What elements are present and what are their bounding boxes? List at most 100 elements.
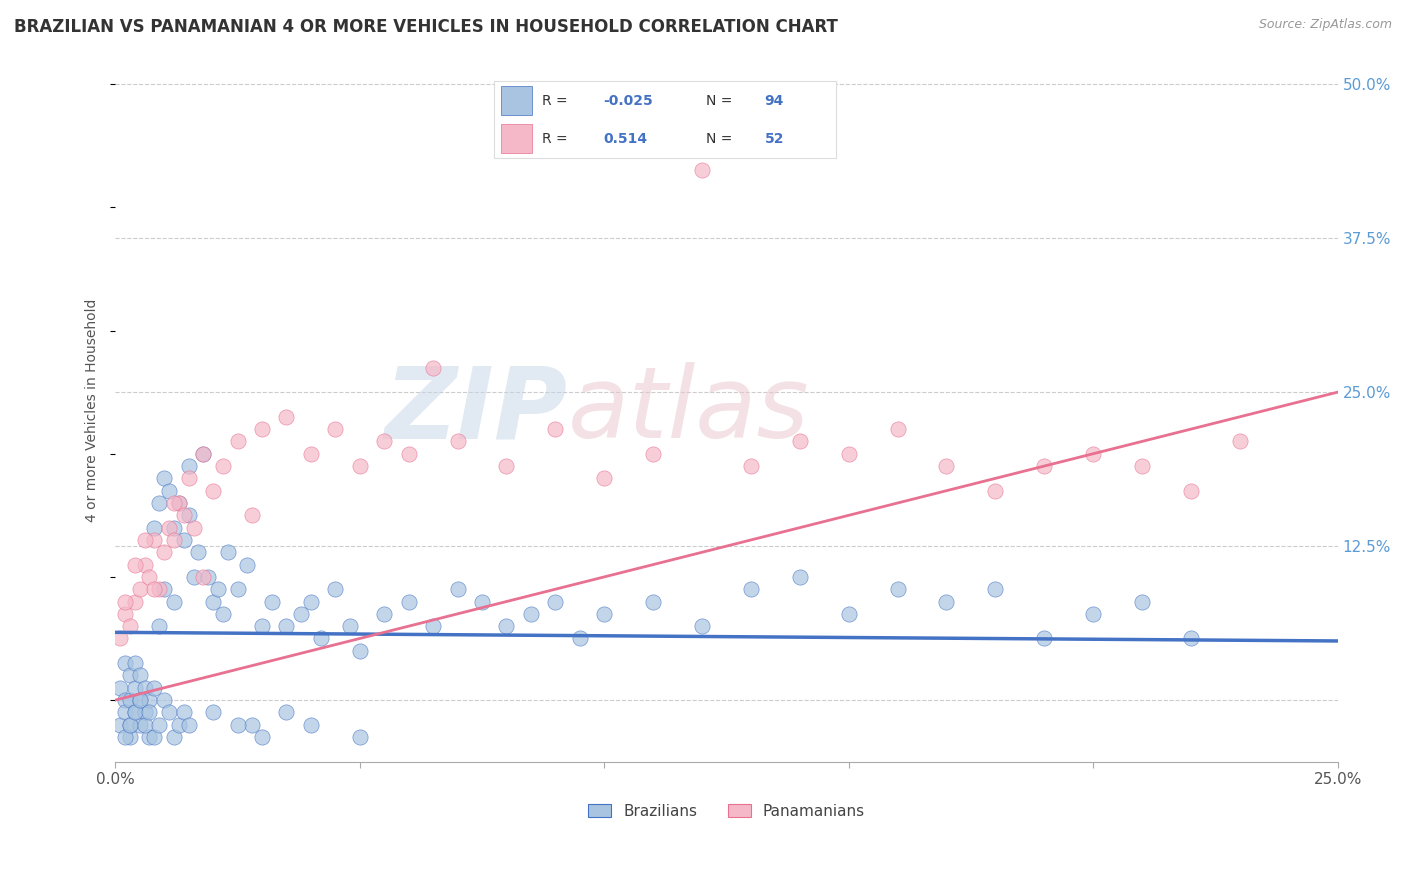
Point bbox=[323, 582, 346, 597]
Point bbox=[183, 521, 205, 535]
Point bbox=[114, 730, 136, 744]
Point bbox=[114, 706, 136, 720]
Point bbox=[134, 706, 156, 720]
Point bbox=[114, 693, 136, 707]
Point bbox=[276, 409, 298, 424]
Point bbox=[207, 582, 229, 597]
Point bbox=[118, 717, 141, 731]
Point bbox=[143, 681, 166, 695]
Point bbox=[177, 717, 200, 731]
Point bbox=[373, 434, 395, 449]
Point bbox=[128, 668, 150, 682]
Point bbox=[643, 594, 665, 608]
Point bbox=[593, 471, 616, 485]
Point bbox=[236, 558, 259, 572]
Point bbox=[124, 681, 146, 695]
Point bbox=[789, 434, 811, 449]
Point bbox=[1180, 632, 1202, 646]
Point bbox=[886, 582, 908, 597]
Point bbox=[124, 558, 146, 572]
Point bbox=[177, 471, 200, 485]
Point bbox=[157, 483, 180, 498]
Point bbox=[250, 619, 273, 633]
Point bbox=[250, 730, 273, 744]
Point bbox=[276, 619, 298, 633]
Text: ZIP: ZIP bbox=[385, 362, 568, 459]
Point bbox=[124, 594, 146, 608]
Point bbox=[398, 447, 420, 461]
Point bbox=[471, 594, 494, 608]
Point bbox=[495, 619, 517, 633]
Point bbox=[167, 717, 190, 731]
Point bbox=[446, 582, 468, 597]
Point bbox=[118, 693, 141, 707]
Point bbox=[886, 422, 908, 436]
Point bbox=[138, 693, 160, 707]
Point bbox=[134, 681, 156, 695]
Point bbox=[446, 434, 468, 449]
Point bbox=[349, 644, 371, 658]
Point bbox=[250, 422, 273, 436]
Point bbox=[148, 582, 170, 597]
Point bbox=[276, 706, 298, 720]
Point bbox=[167, 496, 190, 510]
Point bbox=[690, 619, 713, 633]
Point bbox=[838, 607, 860, 621]
Point bbox=[935, 458, 957, 473]
Point bbox=[211, 607, 233, 621]
Point bbox=[163, 496, 186, 510]
Point bbox=[157, 706, 180, 720]
Point bbox=[349, 458, 371, 473]
Point bbox=[167, 496, 190, 510]
Point bbox=[299, 594, 322, 608]
Point bbox=[202, 706, 225, 720]
Point bbox=[114, 594, 136, 608]
Point bbox=[163, 594, 186, 608]
Point bbox=[153, 582, 176, 597]
Point bbox=[177, 508, 200, 523]
Point bbox=[568, 632, 591, 646]
Point bbox=[935, 594, 957, 608]
Point bbox=[187, 545, 209, 559]
Point bbox=[108, 717, 131, 731]
Point bbox=[177, 458, 200, 473]
Point bbox=[1130, 594, 1153, 608]
Point bbox=[1229, 434, 1251, 449]
Point bbox=[1083, 447, 1105, 461]
Point bbox=[226, 717, 249, 731]
Point bbox=[422, 360, 444, 375]
Point bbox=[128, 717, 150, 731]
Point bbox=[1180, 483, 1202, 498]
Text: atlas: atlas bbox=[568, 362, 810, 459]
Point bbox=[108, 681, 131, 695]
Point bbox=[163, 521, 186, 535]
Point bbox=[108, 632, 131, 646]
Point bbox=[398, 594, 420, 608]
Point bbox=[1033, 458, 1056, 473]
Point bbox=[217, 545, 239, 559]
Point bbox=[1083, 607, 1105, 621]
Point bbox=[309, 632, 332, 646]
Point bbox=[495, 458, 517, 473]
Point bbox=[299, 717, 322, 731]
Point bbox=[124, 706, 146, 720]
Point bbox=[118, 668, 141, 682]
Point bbox=[173, 706, 195, 720]
Point bbox=[153, 471, 176, 485]
Point bbox=[838, 447, 860, 461]
Point bbox=[163, 533, 186, 547]
Point bbox=[143, 730, 166, 744]
Point bbox=[226, 434, 249, 449]
Point bbox=[323, 422, 346, 436]
Point bbox=[124, 656, 146, 670]
Point bbox=[153, 693, 176, 707]
Point bbox=[148, 717, 170, 731]
Point bbox=[148, 496, 170, 510]
Point bbox=[226, 582, 249, 597]
Point bbox=[544, 422, 567, 436]
Point bbox=[138, 570, 160, 584]
Text: BRAZILIAN VS PANAMANIAN 4 OR MORE VEHICLES IN HOUSEHOLD CORRELATION CHART: BRAZILIAN VS PANAMANIAN 4 OR MORE VEHICL… bbox=[14, 18, 838, 36]
Point bbox=[134, 558, 156, 572]
Point bbox=[1130, 458, 1153, 473]
Point bbox=[202, 483, 225, 498]
